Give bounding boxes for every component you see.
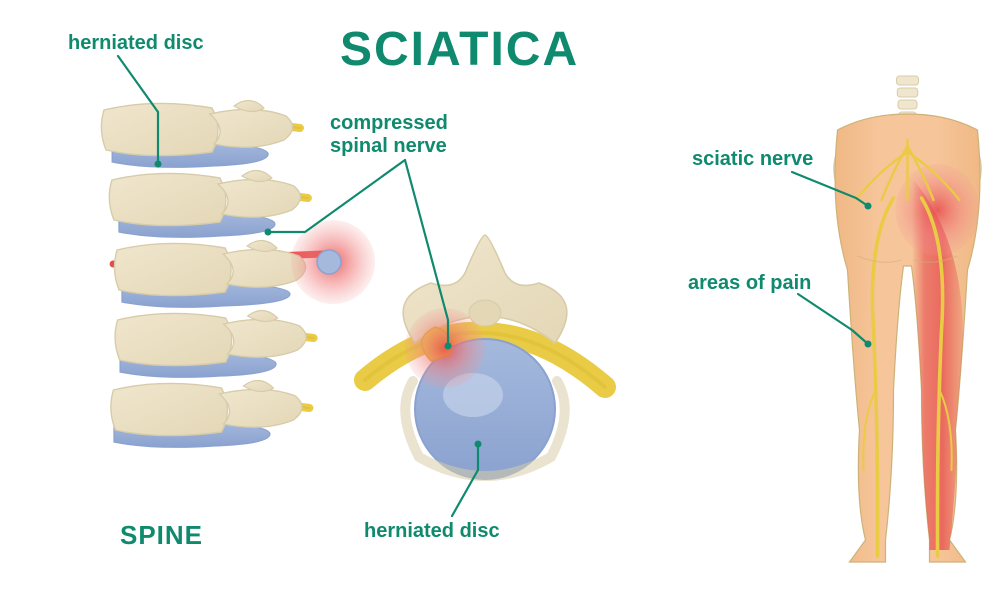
illustration-svg (0, 0, 1000, 600)
infographic-canvas: SCIATICA herniated disc compressed spina… (0, 0, 1000, 600)
legs-diagram (834, 76, 981, 562)
cross-section-diagram (365, 235, 605, 479)
spine-diagram (101, 100, 375, 447)
